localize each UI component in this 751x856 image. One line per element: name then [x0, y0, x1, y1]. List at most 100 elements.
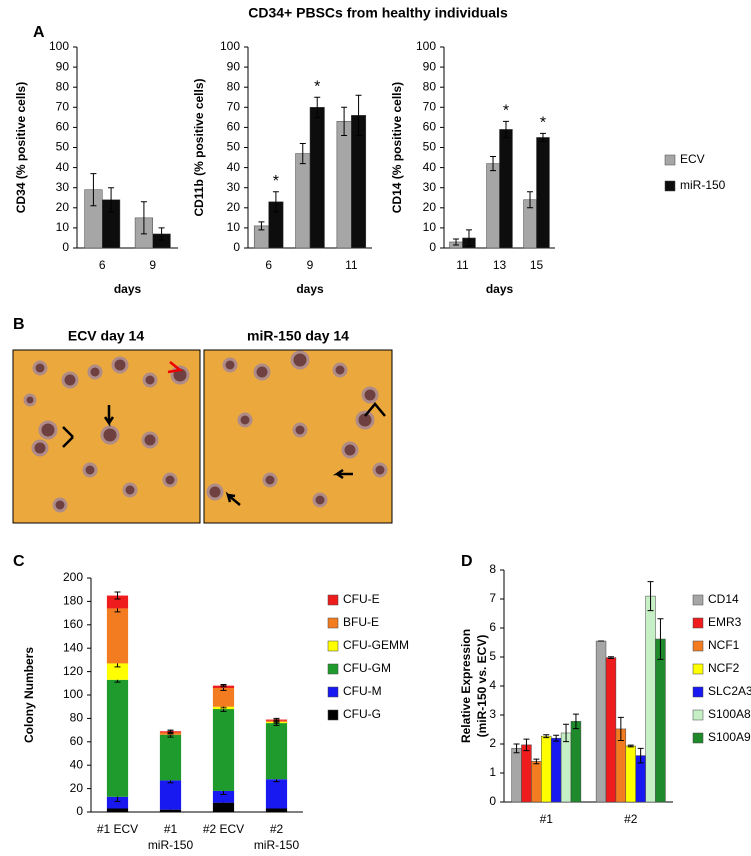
- y-tick-label: 140: [63, 640, 83, 654]
- legend-label: NCF1: [708, 638, 740, 652]
- error-bar: [108, 187, 115, 213]
- y-tick-label: 160: [63, 617, 83, 631]
- error-bar: [617, 716, 624, 742]
- error-bar: [272, 191, 279, 213]
- bar: [309, 107, 325, 249]
- x-tick-label: miR-150: [148, 838, 194, 852]
- y-tick-label: 60: [423, 120, 437, 134]
- bar: [625, 745, 636, 803]
- y-tick-label: 40: [227, 160, 241, 174]
- y-tick-label: 90: [56, 59, 70, 73]
- y-tick-label: 60: [70, 734, 84, 748]
- panel-label: A: [33, 24, 45, 41]
- image-title: miR-150 day 14: [247, 328, 349, 344]
- error-bar: [465, 229, 472, 247]
- y-tick-label: 10: [227, 220, 241, 234]
- x-tick-label: 13: [493, 258, 507, 272]
- image-title: ECV day 14: [68, 328, 144, 344]
- y-tick-label: 2: [489, 736, 496, 750]
- legend-swatch: [692, 663, 704, 675]
- y-tick-label: 120: [63, 664, 83, 678]
- legend-swatch: [327, 594, 339, 606]
- bar-segment: [212, 802, 235, 812]
- y-tick-label: 80: [70, 711, 84, 725]
- bar: [499, 129, 513, 249]
- bar-segment: [159, 780, 182, 810]
- legend-label: S100A9: [708, 730, 751, 744]
- y-tick-label: 80: [227, 79, 241, 93]
- legend-label: EMR3: [708, 615, 742, 629]
- y-tick-label: 40: [70, 757, 84, 771]
- legend-swatch: [692, 732, 704, 744]
- y-axis-label: CD34 (% positive cells): [14, 82, 28, 213]
- x-axis-label: days: [114, 282, 142, 296]
- bar-segment: [106, 663, 129, 680]
- legend-swatch: [692, 709, 704, 721]
- legend-label: CFU-M: [343, 684, 382, 698]
- x-tick-label: #1: [164, 822, 178, 836]
- bar-segment: [106, 679, 129, 797]
- error-bar: [453, 238, 460, 246]
- y-tick-label: 0: [489, 794, 496, 808]
- legend-swatch: [327, 640, 339, 652]
- y-tick-label: 100: [63, 687, 83, 701]
- error-bar: [553, 734, 560, 742]
- legend-label: CFU-E: [343, 592, 380, 606]
- significance-marker: *: [273, 173, 279, 190]
- y-tick-label: 40: [56, 160, 70, 174]
- y-tick-label: 20: [227, 200, 241, 214]
- y-tick-label: 60: [227, 120, 241, 134]
- y-tick-label: 7: [489, 591, 496, 605]
- x-tick-label: 11: [456, 258, 469, 272]
- y-tick-label: 50: [227, 140, 241, 154]
- micrograph: [203, 349, 393, 524]
- bar-segment: [265, 808, 288, 812]
- legend-swatch: [327, 663, 339, 675]
- error-bar: [627, 744, 634, 748]
- y-axis-label: Relative Expression: [459, 629, 473, 743]
- error-bar: [527, 191, 534, 209]
- x-tick-label: miR-150: [254, 838, 300, 852]
- panel-label: D: [461, 553, 473, 570]
- error-bar: [637, 747, 644, 764]
- y-tick-label: 3: [489, 707, 496, 721]
- error-bar: [523, 738, 530, 752]
- y-tick-label: 1: [489, 765, 496, 779]
- error-bar: [114, 591, 121, 600]
- y-tick-label: 0: [429, 240, 436, 254]
- x-tick-label: #1 ECV: [97, 822, 138, 836]
- bar: [595, 640, 607, 803]
- significance-marker: *: [540, 115, 546, 132]
- bar: [521, 744, 532, 803]
- error-bar: [273, 717, 280, 722]
- y-tick-label: 10: [423, 220, 437, 234]
- legend-swatch: [327, 686, 339, 698]
- legend-label: SLC2A3: [708, 684, 751, 698]
- y-tick-label: 180: [63, 594, 83, 608]
- x-tick-label: 9: [307, 258, 314, 272]
- error-bar: [563, 723, 570, 743]
- legend-swatch: [327, 617, 339, 629]
- error-bar: [572, 713, 579, 730]
- error-bar: [539, 132, 546, 142]
- bar: [486, 163, 500, 249]
- y-tick-label: 10: [56, 220, 70, 234]
- y-tick-label: 70: [227, 99, 241, 113]
- legend-label: S100A8: [708, 707, 751, 721]
- error-bar: [355, 94, 362, 136]
- bar-segment: [212, 687, 235, 707]
- y-tick-label: 40: [423, 160, 437, 174]
- legend-swatch: [664, 154, 676, 166]
- error-bar: [140, 201, 147, 235]
- bar-segment: [106, 595, 129, 609]
- y-tick-label: 100: [49, 39, 69, 53]
- bar-segment: [212, 790, 235, 803]
- bar: [531, 761, 542, 803]
- bar: [655, 638, 666, 803]
- bar-segment: [106, 608, 129, 664]
- x-tick-label: 15: [530, 258, 544, 272]
- significance-marker: *: [503, 103, 509, 120]
- x-axis-label: days: [486, 282, 514, 296]
- y-tick-label: 100: [220, 39, 240, 53]
